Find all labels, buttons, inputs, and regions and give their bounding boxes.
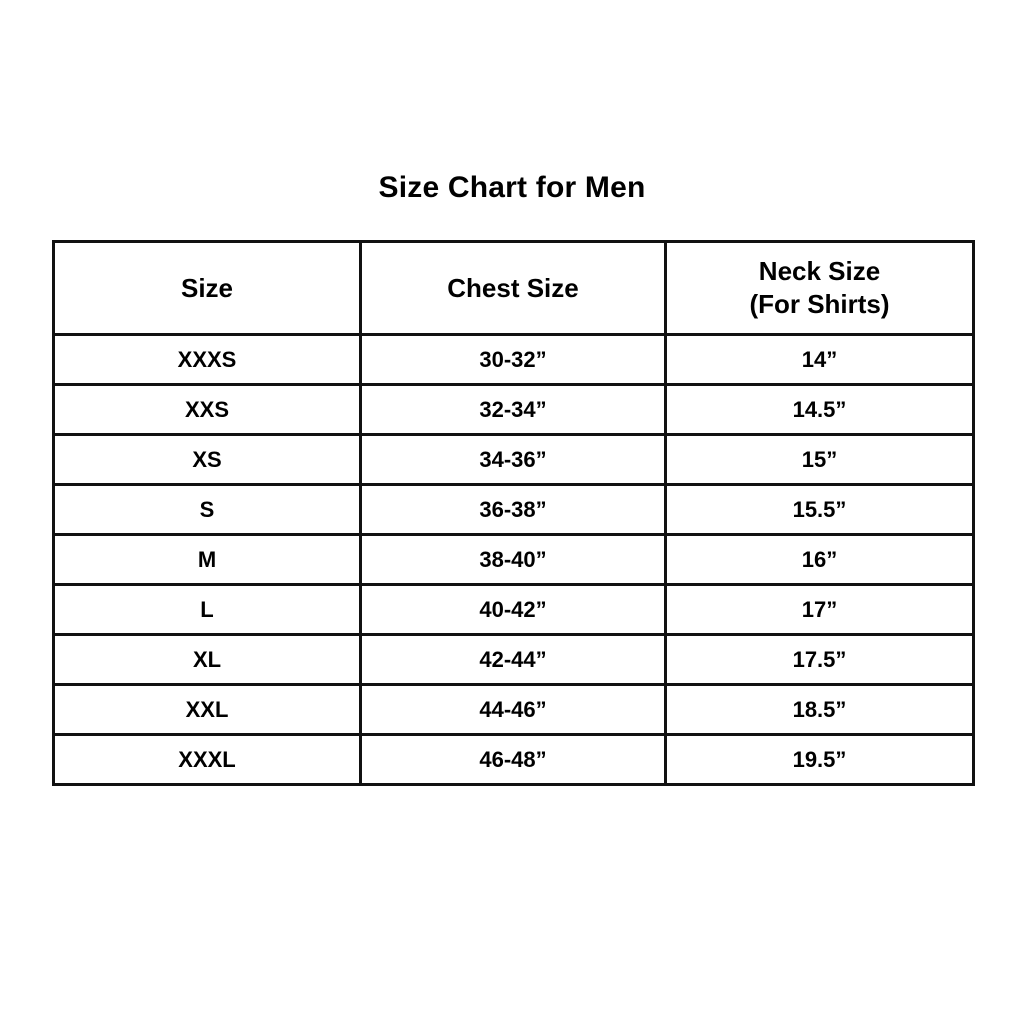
cell-size: XXXS xyxy=(52,333,362,386)
cell-chest: 34-36” xyxy=(359,433,667,486)
column-header-size: Size xyxy=(52,240,362,336)
cell-chest: 30-32” xyxy=(359,333,667,386)
table-row: S 36-38” 15.5” xyxy=(52,483,975,536)
table-row: M 38-40” 16” xyxy=(52,533,975,586)
size-chart-table: Size Chest Size Neck Size (For Shirts) X… xyxy=(52,240,975,786)
table-row: XL 42-44” 17.5” xyxy=(52,633,975,686)
cell-size: XS xyxy=(52,433,362,486)
cell-neck: 16” xyxy=(664,533,975,586)
cell-chest: 32-34” xyxy=(359,383,667,436)
cell-chest: 46-48” xyxy=(359,733,667,786)
cell-neck: 14.5” xyxy=(664,383,975,436)
cell-neck: 19.5” xyxy=(664,733,975,786)
table-row: XXXL 46-48” 19.5” xyxy=(52,733,975,786)
cell-size: XXXL xyxy=(52,733,362,786)
cell-neck: 18.5” xyxy=(664,683,975,736)
cell-size: XL xyxy=(52,633,362,686)
cell-size: M xyxy=(52,533,362,586)
cell-chest: 38-40” xyxy=(359,533,667,586)
table-header: Size Chest Size Neck Size (For Shirts) xyxy=(52,240,975,336)
table-row: XS 34-36” 15” xyxy=(52,433,975,486)
cell-size: XXL xyxy=(52,683,362,736)
page-title: Size Chart for Men xyxy=(378,171,646,204)
column-header-size-label: Size xyxy=(180,272,234,303)
table-row: XXL 44-46” 18.5” xyxy=(52,683,975,736)
cell-neck: 17.5” xyxy=(664,633,975,686)
table-row: XXXS 30-32” 14” xyxy=(52,333,975,386)
column-header-chest-size-label: Chest Size xyxy=(447,272,579,303)
table-header-row: Size Chest Size Neck Size (For Shirts) xyxy=(52,240,975,336)
cell-neck: 15.5” xyxy=(664,483,975,536)
table-row: XXS 32-34” 14.5” xyxy=(52,383,975,436)
cell-chest: 40-42” xyxy=(359,583,667,636)
cell-size: L xyxy=(52,583,362,636)
cell-neck: 17” xyxy=(664,583,975,636)
column-header-neck-size-sublabel: (For Shirts) xyxy=(749,289,890,319)
cell-chest: 42-44” xyxy=(359,633,667,686)
table-body: XXXS 30-32” 14” XXS 32-34” 14.5” XS 34-3… xyxy=(52,333,975,786)
cell-size: XXS xyxy=(52,383,362,436)
column-header-chest-size: Chest Size xyxy=(359,240,667,336)
cell-chest: 36-38” xyxy=(359,483,667,536)
column-header-neck-size-label: Neck Size xyxy=(758,256,881,286)
cell-neck: 15” xyxy=(664,433,975,486)
cell-neck: 14” xyxy=(664,333,975,386)
table-row: L 40-42” 17” xyxy=(52,583,975,636)
column-header-neck-size: Neck Size (For Shirts) xyxy=(664,240,975,336)
cell-chest: 44-46” xyxy=(359,683,667,736)
cell-size: S xyxy=(52,483,362,536)
